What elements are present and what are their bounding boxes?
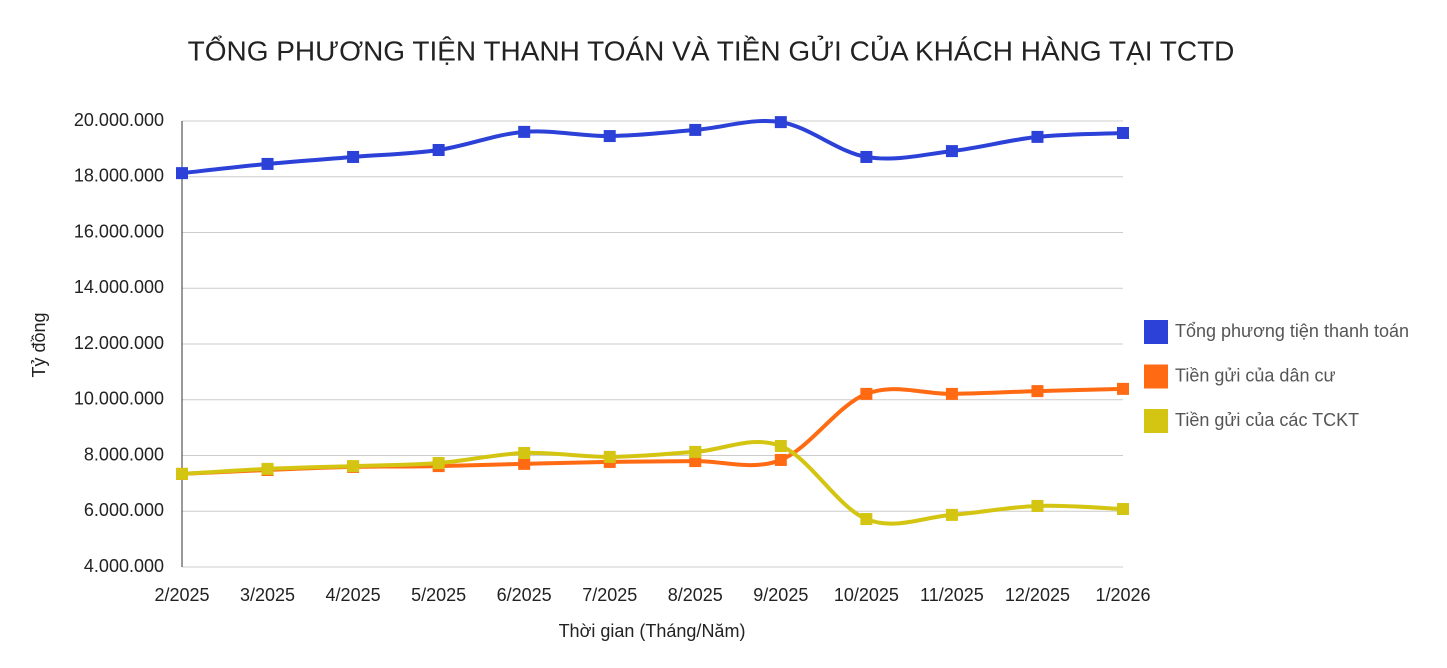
x-tick-label: 8/2025 — [668, 585, 723, 605]
y-tick-label: 8.000.000 — [84, 444, 164, 464]
point-marker — [1031, 499, 1044, 512]
x-tick-label: 9/2025 — [753, 585, 808, 605]
point-marker — [689, 123, 702, 136]
point-marker — [347, 150, 360, 163]
point-marker — [689, 455, 702, 468]
y-tick-label: 4.000.000 — [84, 556, 164, 576]
point-marker — [603, 450, 616, 463]
y-tick-label: 18.000.000 — [74, 166, 164, 186]
legend-label: Tiền gửi của dân cư — [1175, 365, 1336, 385]
point-marker — [1117, 126, 1129, 139]
x-tick-label: 2/2025 — [154, 585, 209, 605]
x-tick-label: 6/2025 — [497, 585, 552, 605]
point-marker — [176, 467, 188, 480]
x-tick-label: 7/2025 — [582, 585, 637, 605]
point-marker — [432, 143, 445, 156]
point-marker — [347, 460, 360, 473]
y-tick-label: 14.000.000 — [74, 277, 164, 297]
series-line — [181, 440, 1124, 526]
point-marker — [689, 445, 702, 458]
x-tick-label: 12/2025 — [1005, 585, 1070, 605]
y-axis-title: Tỷ đồng — [29, 312, 49, 377]
point-marker — [518, 446, 531, 459]
point-marker — [860, 513, 873, 526]
point-marker — [774, 440, 787, 453]
point-marker — [774, 453, 787, 466]
point-marker — [1117, 382, 1129, 395]
series-line — [181, 386, 1124, 476]
x-tick-label: 3/2025 — [240, 585, 295, 605]
legend-swatch — [1144, 320, 1168, 344]
legend-swatch — [1144, 364, 1168, 389]
point-marker — [603, 130, 616, 143]
x-tick-label: 4/2025 — [326, 585, 381, 605]
point-marker — [261, 157, 274, 170]
point-marker — [176, 167, 188, 180]
point-marker — [860, 387, 873, 400]
point-marker — [1117, 503, 1129, 516]
point-marker — [860, 150, 873, 163]
chart-title: TỔNG PHƯƠNG TIỆN THANH TOÁN VÀ TIỀN GỬI … — [188, 34, 1235, 66]
point-marker — [432, 457, 445, 470]
y-tick-label: 6.000.000 — [84, 500, 164, 520]
legend-label: Tổng phương tiện thanh toán — [1175, 321, 1409, 341]
y-tick-label: 20.000.000 — [74, 110, 164, 130]
x-tick-label: 5/2025 — [411, 585, 466, 605]
legend-label: Tiền gửi của các TCKT — [1175, 410, 1359, 430]
legend-swatch — [1144, 409, 1168, 433]
point-marker — [945, 145, 958, 158]
point-marker — [261, 462, 274, 475]
point-marker — [518, 457, 531, 470]
y-tick-label: 16.000.000 — [74, 221, 164, 241]
point-marker — [945, 387, 958, 400]
point-marker — [774, 116, 787, 129]
x-axis-title: Thời gian (Tháng/Năm) — [559, 621, 746, 641]
point-marker — [1031, 385, 1044, 398]
series-line — [181, 118, 1124, 176]
y-tick-label: 12.000.000 — [74, 333, 164, 353]
x-tick-label: 1/2026 — [1095, 585, 1150, 605]
x-tick-label: 11/2025 — [920, 585, 984, 605]
y-tick-label: 10.000.000 — [74, 389, 164, 409]
point-marker — [1031, 130, 1044, 143]
point-marker — [945, 508, 958, 521]
x-tick-label: 10/2025 — [834, 585, 899, 605]
point-marker — [518, 125, 531, 138]
